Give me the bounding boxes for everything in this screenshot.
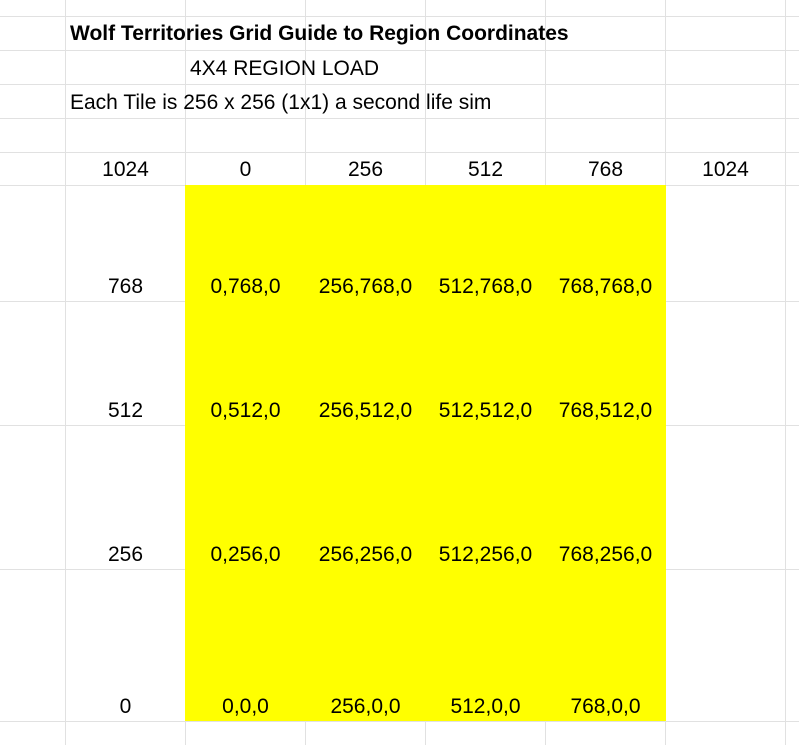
header-cell[interactable]: 0 bbox=[239, 158, 252, 181]
gridline bbox=[0, 50, 799, 51]
coordinate-cell[interactable]: 256,0,0 bbox=[330, 695, 401, 718]
coordinate-cell[interactable]: 256,768,0 bbox=[318, 275, 413, 298]
gridline bbox=[0, 118, 799, 119]
coordinate-cell[interactable]: 768,512,0 bbox=[558, 399, 653, 422]
gridline bbox=[785, 0, 786, 745]
gridline bbox=[0, 16, 799, 17]
coordinate-cell[interactable]: 512,512,0 bbox=[438, 399, 533, 422]
coordinate-cell[interactable]: 256,256,0 bbox=[318, 543, 413, 566]
coordinate-cell[interactable]: 0,0,0 bbox=[222, 695, 269, 718]
coordinate-cell[interactable]: 0,512,0 bbox=[210, 399, 281, 422]
row-label-cell[interactable]: 256 bbox=[107, 543, 144, 566]
row-label-cell[interactable]: 768 bbox=[107, 275, 144, 298]
coordinate-cell[interactable]: 512,768,0 bbox=[438, 275, 533, 298]
header-cell[interactable]: 1024 bbox=[702, 158, 749, 181]
coordinate-cell[interactable]: 0,768,0 bbox=[210, 275, 281, 298]
header-cell[interactable]: 1024 bbox=[102, 158, 149, 181]
gridline bbox=[0, 84, 799, 85]
tile-description[interactable]: Each Tile is 256 x 256 (1x1) a second li… bbox=[70, 91, 492, 114]
coordinate-cell[interactable]: 768,768,0 bbox=[558, 275, 653, 298]
header-cell[interactable]: 768 bbox=[587, 158, 624, 181]
row-label-cell[interactable]: 0 bbox=[119, 695, 132, 718]
coordinate-cell[interactable]: 512,256,0 bbox=[438, 543, 533, 566]
coordinate-cell[interactable]: 0,256,0 bbox=[210, 543, 281, 566]
highlighted-region-block bbox=[185, 185, 666, 721]
region-load-label[interactable]: 4X4 REGION LOAD bbox=[190, 57, 380, 80]
coordinate-cell[interactable]: 512,0,0 bbox=[450, 695, 521, 718]
gridline bbox=[0, 152, 799, 153]
gridline bbox=[65, 0, 66, 745]
row-label-cell[interactable]: 512 bbox=[107, 399, 144, 422]
gridline bbox=[0, 721, 799, 722]
coordinate-cell[interactable]: 768,0,0 bbox=[570, 695, 641, 718]
header-cell[interactable]: 256 bbox=[347, 158, 384, 181]
sheet-title[interactable]: Wolf Territories Grid Guide to Region Co… bbox=[70, 22, 569, 45]
header-cell[interactable]: 512 bbox=[467, 158, 504, 181]
coordinate-cell[interactable]: 256,512,0 bbox=[318, 399, 413, 422]
coordinate-cell[interactable]: 768,256,0 bbox=[558, 543, 653, 566]
